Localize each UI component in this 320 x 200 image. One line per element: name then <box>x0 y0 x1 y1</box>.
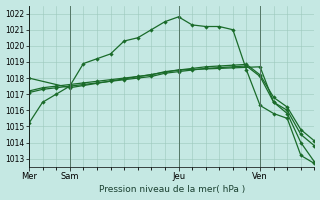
X-axis label: Pression niveau de la mer( hPa ): Pression niveau de la mer( hPa ) <box>99 185 245 194</box>
